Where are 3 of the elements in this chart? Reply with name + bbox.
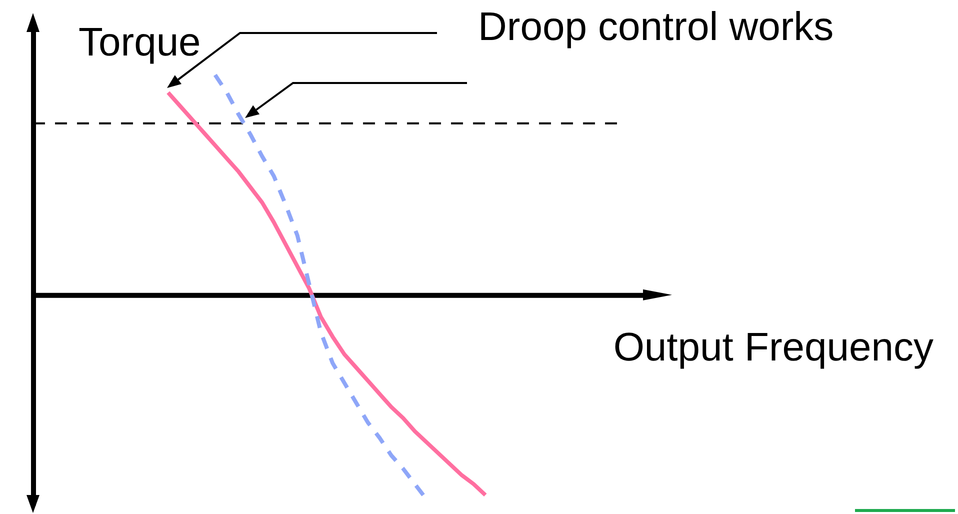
y-axis-title: Torque xyxy=(78,20,201,64)
text: Droop control works xyxy=(478,5,834,49)
x-axis-title: Output Frequency xyxy=(613,325,934,370)
